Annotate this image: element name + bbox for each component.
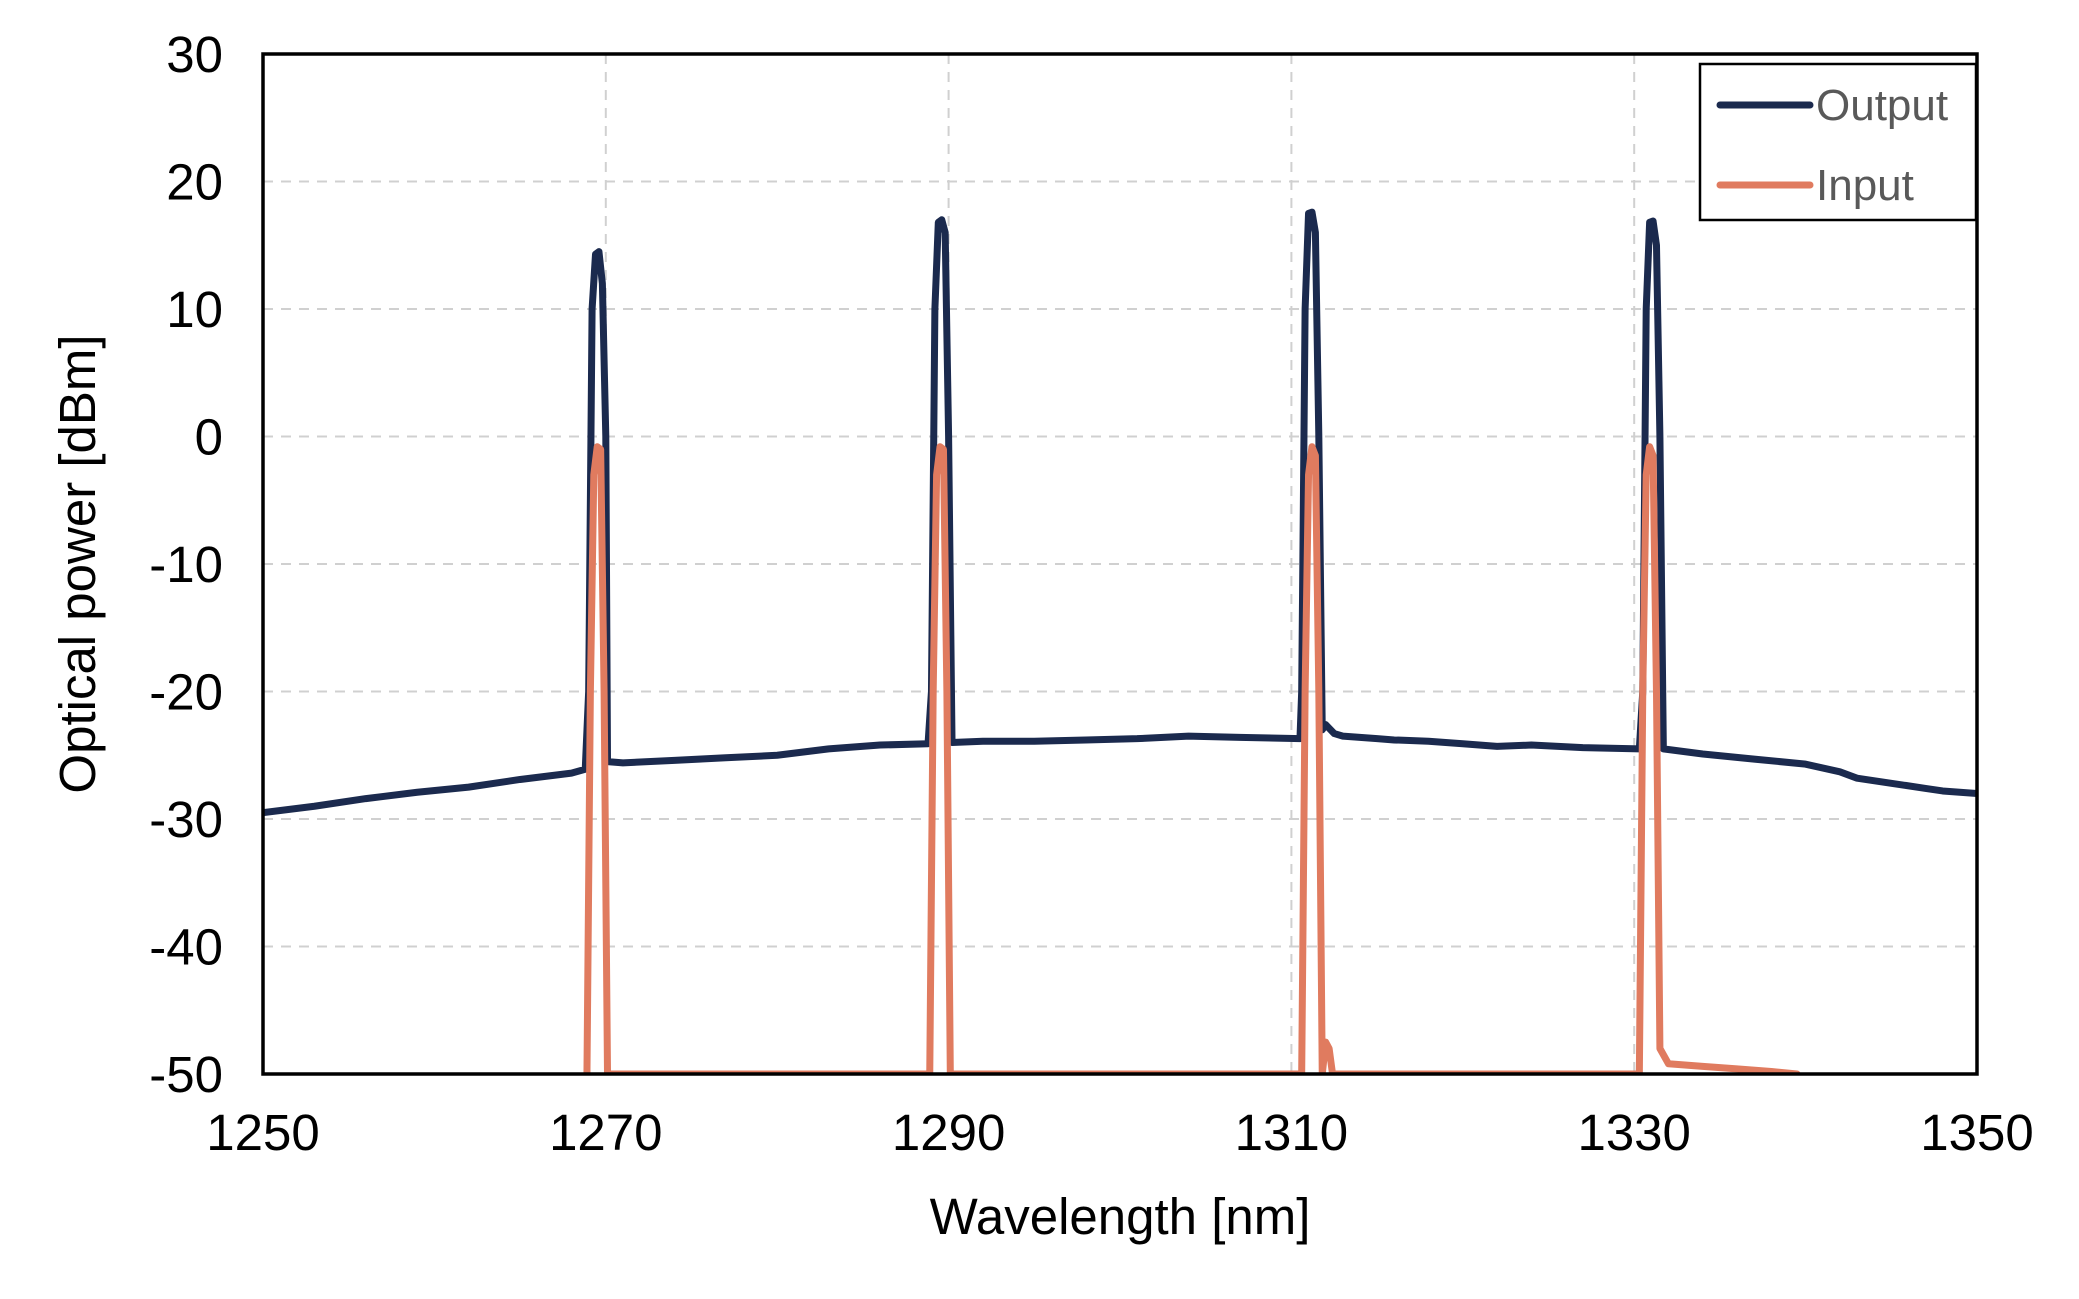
x-tick-label: 1330	[1577, 1104, 1690, 1161]
series-line-output	[263, 208, 1977, 817]
y-axis-tick-labels: 30 20 10 0 -10 -20 -30 -40 -50	[149, 26, 223, 1103]
x-tick-label: 1350	[1920, 1104, 2033, 1161]
series-group	[263, 208, 1977, 1074]
legend-box	[1698, 62, 1978, 222]
x-tick-label: 1310	[1235, 1104, 1348, 1161]
y-tick-label: -50	[149, 1046, 223, 1103]
legend-label-output: Output	[1816, 81, 1948, 130]
y-axis-title: Optical power [dBm]	[49, 334, 106, 793]
y-tick-label: 20	[166, 154, 223, 211]
y-tick-label: -40	[149, 919, 223, 976]
y-tick-label: -30	[149, 791, 223, 848]
series-line-input	[583, 443, 1801, 1074]
grid	[263, 54, 1977, 1074]
y-tick-label: 30	[166, 26, 223, 83]
legend: Output Input	[1698, 62, 1978, 222]
x-tick-label: 1250	[206, 1104, 319, 1161]
legend-label-input: Input	[1816, 161, 1914, 210]
y-tick-label: -10	[149, 536, 223, 593]
y-tick-label: 0	[195, 409, 223, 466]
y-tick-label: 10	[166, 281, 223, 338]
x-tick-label: 1270	[549, 1104, 662, 1161]
x-axis-tick-labels: 1250 1270 1290 1310 1330 1350	[206, 1104, 2033, 1161]
x-axis-title: Wavelength [nm]	[930, 1188, 1311, 1245]
y-tick-label: -20	[149, 664, 223, 721]
x-tick-label: 1290	[892, 1104, 1005, 1161]
plot-area-frame	[261, 52, 1979, 1076]
